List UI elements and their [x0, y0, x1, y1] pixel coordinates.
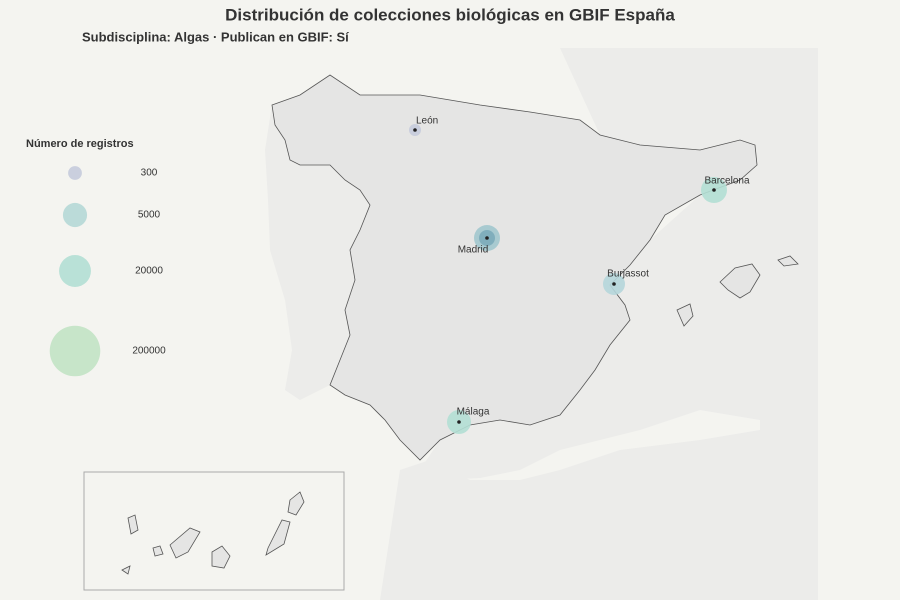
africa — [380, 430, 760, 600]
city-label: Málaga — [457, 407, 490, 418]
menorca — [777, 255, 799, 267]
city-label: León — [416, 116, 438, 127]
legend-bubble — [62, 202, 88, 228]
title: Distribución de colecciones biológicas e… — [225, 5, 675, 24]
mallorca — [719, 263, 761, 299]
ibiza — [676, 303, 694, 327]
legend-label: 20000 — [135, 266, 163, 277]
legend-bubble — [68, 166, 82, 180]
city-dot — [457, 420, 461, 424]
legend-label: 5000 — [138, 210, 161, 221]
canary-inset — [83, 471, 345, 591]
canary-islands — [121, 491, 305, 575]
subtitle: Subdisciplina: Algas · Publican en GBIF:… — [82, 29, 349, 44]
city-label: Madrid — [458, 245, 489, 256]
legend-label: 300 — [141, 168, 158, 179]
city-dot — [712, 188, 716, 192]
legend-label: 200000 — [132, 346, 166, 357]
city-dot — [485, 236, 489, 240]
spain-mainland — [271, 74, 758, 461]
city-label: Burjassot — [607, 269, 649, 280]
city-dot — [612, 282, 616, 286]
legend-bubble — [59, 255, 91, 287]
city-label: Barcelona — [704, 176, 749, 187]
legend-title: Número de registros — [26, 138, 134, 150]
city-dot — [413, 128, 417, 132]
legend-bubble — [49, 325, 101, 377]
